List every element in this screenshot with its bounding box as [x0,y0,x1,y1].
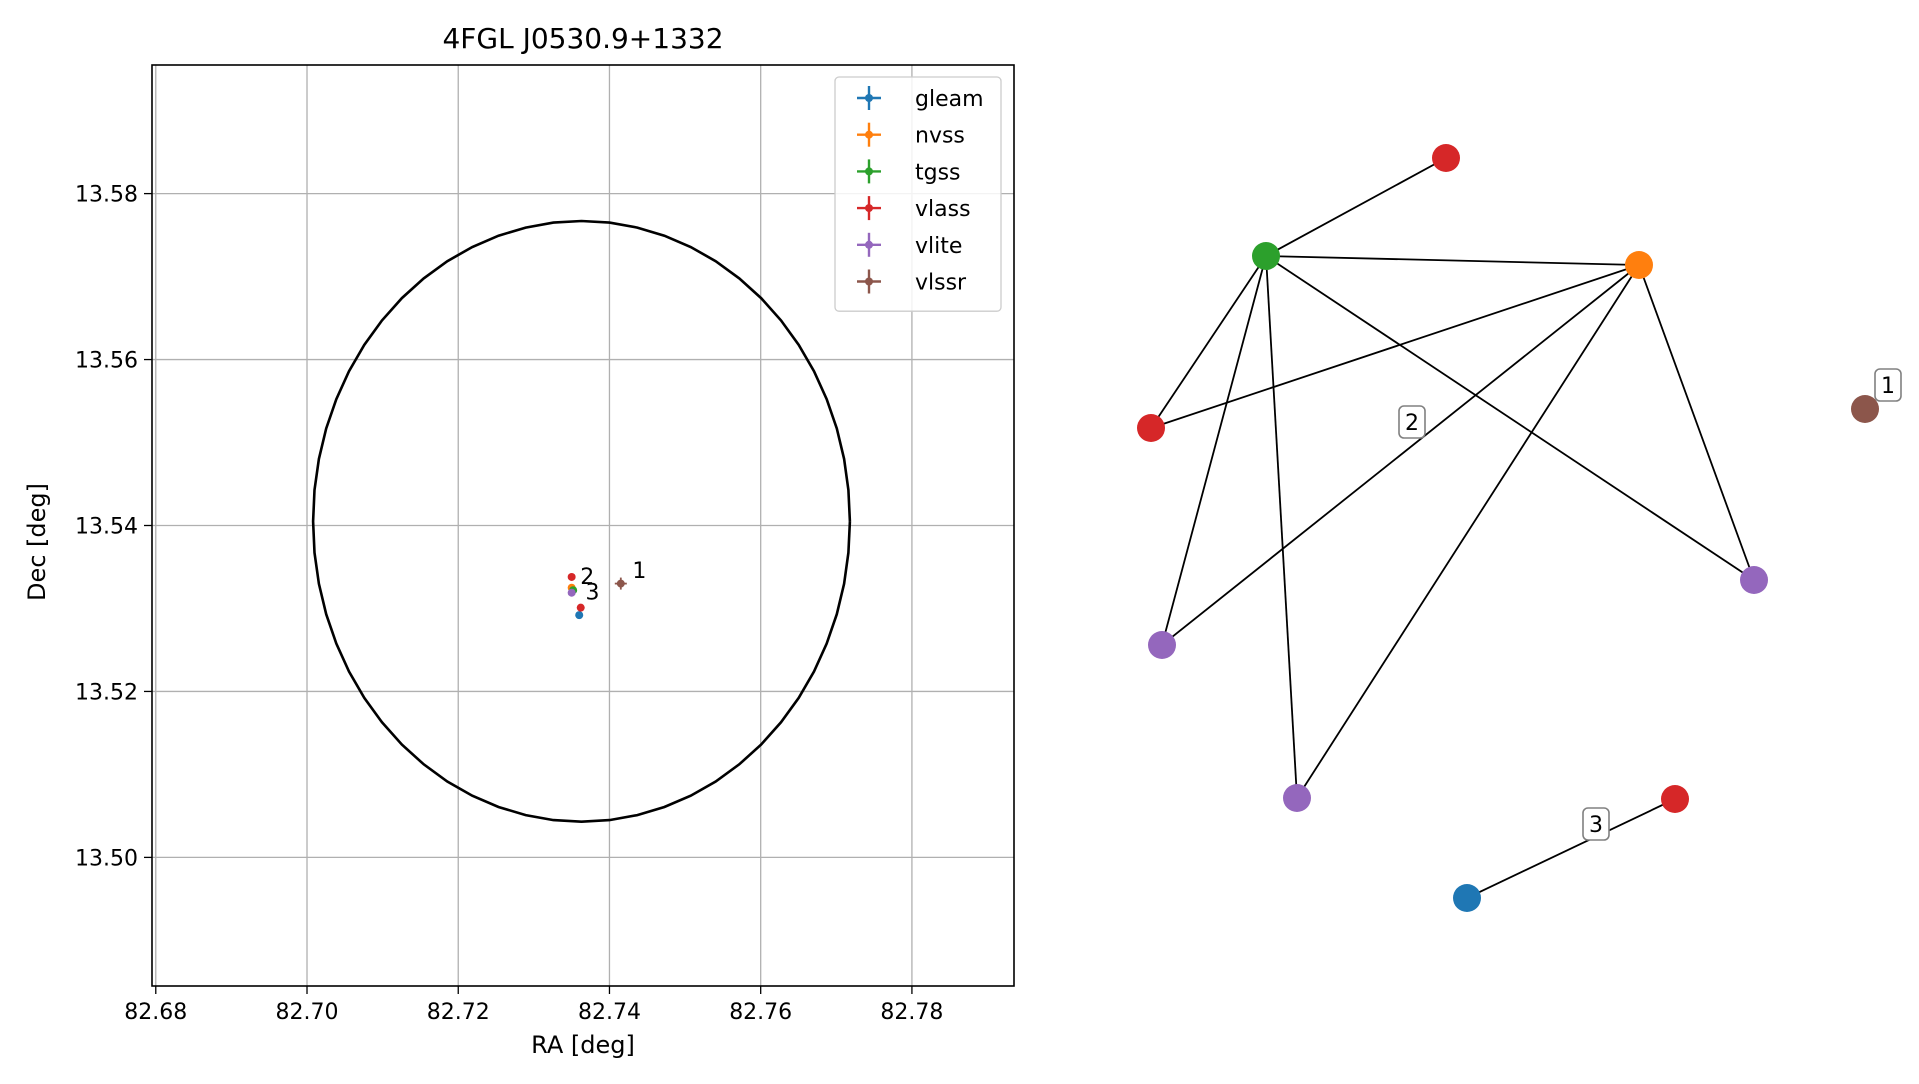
x-tick-label: 82.68 [124,1000,187,1025]
network-label-box [1874,368,1902,402]
network-edge [1265,255,1755,581]
network-edge [1265,255,1298,799]
legend-marker [865,130,873,139]
y-tick-label: 13.54 [75,515,138,540]
localization-ellipse-layer [311,219,852,824]
y-tick-label: 13.52 [75,680,138,705]
y-tick-label: 13.50 [75,846,138,871]
network-edge [1265,255,1640,266]
network-edge [1150,264,1640,429]
y-tick-label: 13.56 [75,349,138,374]
x-tick-label: 82.70 [276,1000,339,1025]
legend-marker [865,277,873,286]
network-edge [1466,798,1676,899]
chart-title: 4FGL J0530.9+1332 [442,22,723,55]
legend-marker [865,94,873,102]
network-labels: 1 2 3 [1398,368,1902,841]
legend: gleam nvss tgss vlass vlite vlssr [834,76,1002,312]
network-label: 2 [1405,411,1419,436]
crossmatch-network: 1 2 3 [1137,144,1902,912]
network-label-box [1398,405,1426,439]
point-annotation: 1 [632,559,646,584]
x-tick-label: 82.74 [578,1000,641,1025]
legend-marker [865,167,873,176]
point-annotations: 1 23 [580,559,646,606]
data-point-vlass [567,572,576,581]
sky-position-plot: 4FGL J0530.9+1332 RA [deg] Dec [deg] 82.… [23,22,1015,1059]
point-annotation: 2 [580,565,594,590]
network-edge [1296,264,1640,799]
legend-marker [865,204,873,213]
x-axis-label: RA [deg] [531,1031,635,1059]
data-point-vlite [567,588,576,597]
localization-ellipse [311,219,852,824]
legend-label: vlssr [915,271,967,296]
y-axis-ticks: 13.50 13.52 13.54 13.56 13.58 [75,183,152,871]
y-tick-label: 13.58 [75,183,138,208]
network-label: 3 [1589,813,1603,838]
legend-marker [865,240,873,249]
network-edge [1150,255,1267,429]
network-edge [1161,264,1640,646]
x-axis-ticks: 82.68 82.70 82.72 82.74 82.76 82.78 [124,986,943,1025]
data-point-gleam [575,611,584,620]
network-node-nvss [1625,251,1653,279]
x-tick-label: 82.72 [427,1000,490,1025]
x-tick-label: 82.76 [729,1000,792,1025]
legend-label: gleam [915,87,984,112]
network-edge [1638,264,1755,581]
network-nodes [1137,144,1879,912]
network-node-vlass-c [1661,785,1689,813]
data-point-vlass [576,603,585,612]
network-node-tgss [1252,242,1280,270]
legend-label: vlite [915,234,962,259]
network-edge [1265,157,1447,257]
legend-label: vlass [915,197,971,222]
network-node-vlass-a [1432,144,1460,172]
network-label-box [1582,807,1610,841]
y-axis-label: Dec [deg] [23,483,51,601]
x-tick-label: 82.78 [880,1000,943,1025]
source-points [567,572,627,620]
network-node-vlite-a [1740,566,1768,594]
point-annotation: 3 [585,581,599,606]
network-node-vlssr [1851,395,1879,423]
network-label: 1 [1881,374,1895,399]
plot-frame [151,64,1015,987]
data-point-vlssr [616,579,625,588]
legend-label: nvss [915,124,965,149]
network-node-vlite-c [1283,784,1311,812]
network-edge [1161,255,1267,646]
network-node-gleam [1453,884,1481,912]
network-node-vlass-b [1137,414,1165,442]
network-node-vlite-b [1148,631,1176,659]
legend-label: tgss [915,160,961,185]
network-edges [1150,157,1755,899]
